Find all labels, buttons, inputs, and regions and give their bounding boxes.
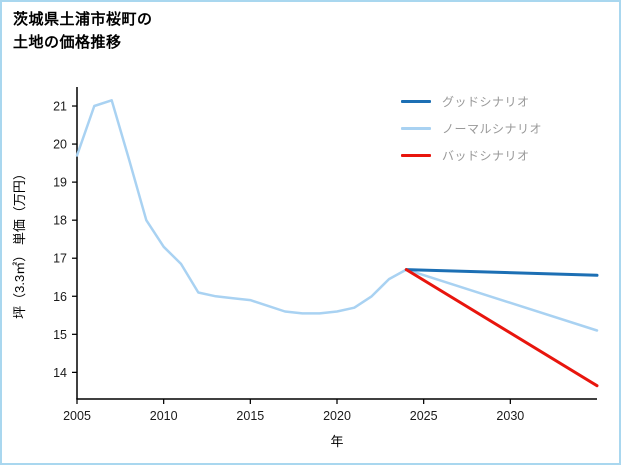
y-tick-label: 20 <box>53 138 67 152</box>
x-tick-label: 2010 <box>150 409 178 423</box>
y-tick-label: 17 <box>53 252 67 266</box>
chart-title-line-1: 茨城県土浦市桜町の <box>13 11 153 28</box>
y-tick-label: 14 <box>53 366 67 380</box>
legend-item-normal-scenario: ノーマルシナリオ <box>401 120 542 136</box>
legend-label-good-scenario: グッドシナリオ <box>442 94 530 109</box>
legend-item-good-scenario: グッドシナリオ <box>401 93 542 109</box>
x-axis-label: 年 <box>330 434 343 449</box>
bad-scenario-line-swatch <box>401 153 431 157</box>
x-tick-label: 2030 <box>496 409 524 423</box>
x-tick-label: 2005 <box>63 409 91 423</box>
series-line-bad-scenario <box>404 268 599 388</box>
legend-item-bad-scenario: バッドシナリオ <box>401 147 542 163</box>
y-tick-label: 18 <box>53 214 67 228</box>
legend-label-bad-scenario: バッドシナリオ <box>442 148 530 163</box>
x-tick-label: 2015 <box>236 409 264 423</box>
y-axis-label: 坪（3.3㎡） 単価（万円） <box>12 167 27 319</box>
y-tick-label: 19 <box>53 176 67 190</box>
series-line-normal-scenario <box>75 99 599 332</box>
x-tick-label: 2025 <box>410 409 438 423</box>
good-scenario-line-swatch <box>401 99 431 103</box>
legend-label-normal-scenario: ノーマルシナリオ <box>442 121 543 136</box>
series-line-good-scenario <box>404 268 599 277</box>
chart-title: 茨城県土浦市桜町の 土地の価格推移 <box>13 9 153 54</box>
normal-scenario-line-swatch <box>401 126 431 130</box>
x-tick-label: 2020 <box>323 409 351 423</box>
y-tick-label: 21 <box>53 100 67 114</box>
chart-title-line-2: 土地の価格推移 <box>13 33 122 51</box>
y-tick-label: 16 <box>53 290 67 304</box>
y-tick-label: 15 <box>53 328 67 342</box>
chart-legend: グッドシナリオ ノーマルシナリオ バッドシナリオ <box>401 93 542 163</box>
